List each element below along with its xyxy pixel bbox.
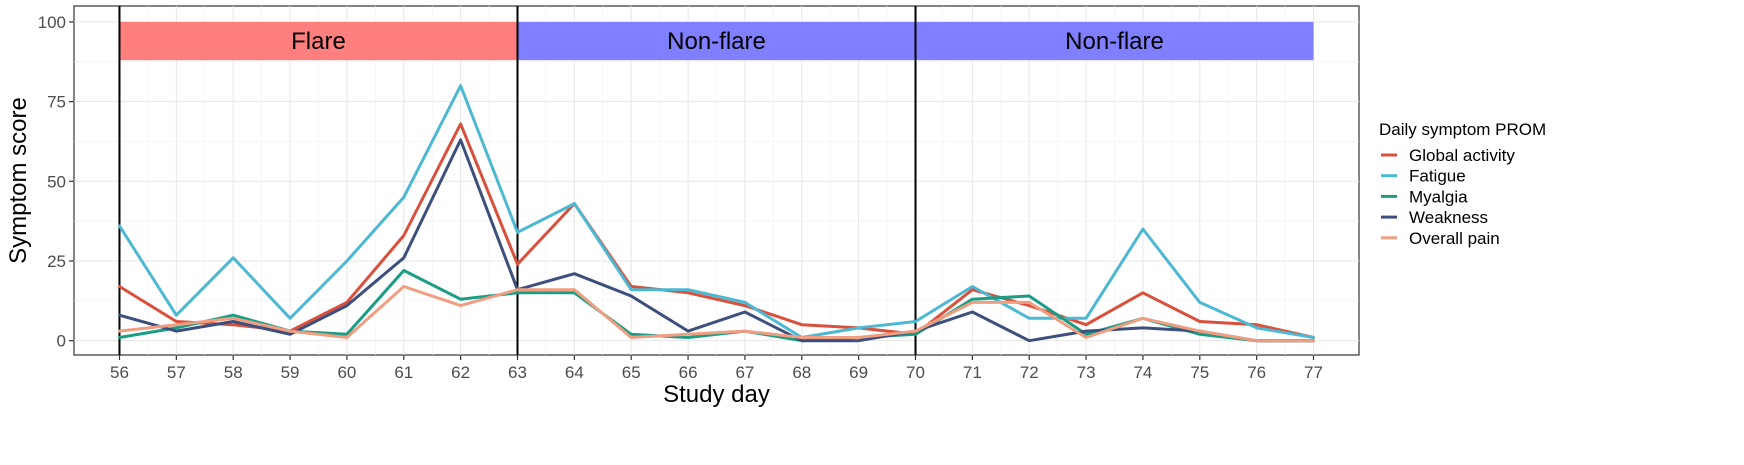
legend-label: Myalgia (1409, 187, 1468, 206)
x-tick-label: 70 (906, 363, 925, 382)
x-tick-label: 56 (110, 363, 129, 382)
y-axis-title: Symptom score (5, 97, 32, 264)
x-tick-label: 59 (281, 363, 300, 382)
y-axis: 0 25 50 75 100 (38, 13, 74, 351)
x-tick-label: 77 (1304, 363, 1323, 382)
x-tick-label: 71 (963, 363, 982, 382)
period-band (517, 21, 916, 61)
period-label: Flare (291, 28, 346, 55)
x-tick-label: 58 (224, 363, 243, 382)
legend-label: Fatigue (1409, 167, 1466, 186)
y-tick-label: 75 (47, 93, 66, 112)
x-tick-label: 63 (508, 363, 527, 382)
x-tick-label: 72 (1020, 363, 1039, 382)
x-tick-label: 66 (679, 363, 698, 382)
legend: Daily symptom PROM Global activity Fatigu… (1379, 120, 1546, 248)
x-tick-label: 73 (1077, 363, 1096, 382)
x-tick-label: 76 (1247, 363, 1266, 382)
series-line (118, 285, 1315, 343)
series-line (118, 269, 1315, 343)
x-tick-label: 74 (1133, 363, 1152, 382)
period-label: Non-flare (667, 28, 766, 55)
series-layer (118, 84, 1315, 343)
x-axis: 56 57 58 59 60 61 62 63 64 65 66 67 68 69 70 71 72 73 74 75… (110, 355, 1323, 382)
y-tick-label: 50 (47, 172, 66, 191)
period-band (915, 21, 1314, 61)
series-line (118, 138, 1315, 343)
period-label: Non-flare (1065, 28, 1164, 55)
x-tick-label: 68 (792, 363, 811, 382)
x-tick-label: 65 (622, 363, 641, 382)
series-line (118, 84, 1315, 339)
legend-label: Overall pain (1409, 229, 1500, 248)
x-tick-label: 60 (337, 363, 356, 382)
x-tick-label: 62 (451, 363, 470, 382)
x-tick-label: 61 (394, 363, 413, 382)
x-axis-title: Study day (663, 381, 770, 408)
x-tick-label: 69 (849, 363, 868, 382)
x-tick-label: 75 (1190, 363, 1209, 382)
y-tick-label: 25 (47, 252, 66, 271)
period-band (119, 21, 518, 61)
x-tick-label: 64 (565, 363, 584, 382)
series-line (118, 122, 1315, 339)
y-tick-label: 100 (38, 13, 66, 32)
legend-title: Daily symptom PROM (1379, 120, 1546, 139)
x-tick-label: 57 (167, 363, 186, 382)
x-tick-label: 67 (735, 363, 754, 382)
legend-label: Global activity (1409, 146, 1515, 165)
period-layer: Flare Non-flare Non-flare (119, 21, 1314, 61)
y-tick-label: 0 (57, 332, 66, 351)
vline-layer (118, 6, 917, 355)
legend-label: Weakness (1409, 208, 1488, 227)
